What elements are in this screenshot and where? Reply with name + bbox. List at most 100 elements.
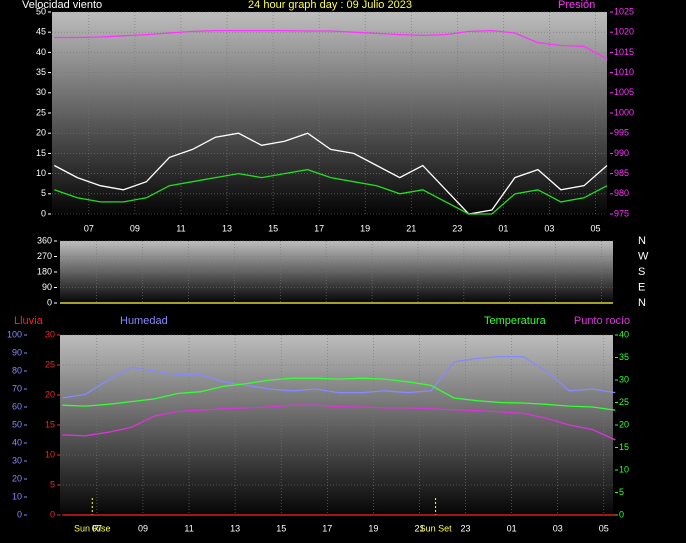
y-tick-label: 0 [50,509,55,519]
y-tick-label: 10 [12,491,22,501]
y-tick-label: 90 [42,282,52,292]
x-tick-label: 15 [268,223,278,233]
y-tick-label: 50 [12,419,22,429]
series-name: Presión [558,0,595,11]
y-tick-label: 1010 [614,67,634,77]
sun-label: Sun Set [420,523,453,533]
series-name: Temperatura [484,315,547,327]
y-tick-label: 40 [36,47,46,57]
x-tick-label: 17 [314,223,324,233]
x-tick-label: 21 [414,523,424,533]
compass-label: N [638,235,646,247]
x-tick-label: 09 [138,523,148,533]
y-tick-label: 50 [36,6,46,16]
series-name: Lluvia [14,315,44,327]
x-tick-label: 11 [176,223,185,233]
y-tick-label: 1000 [614,107,634,117]
series-line [62,404,616,441]
y-tick-label: 985 [614,168,629,178]
axis-title: Velocidad viento [22,0,102,11]
y-tick-label: 995 [614,128,629,138]
y-tick-label: 100 [7,329,22,339]
y-tick-label: 5 [41,188,46,198]
y-tick-label: 30 [45,329,55,339]
y-tick-label: 0 [17,509,22,519]
x-tick-label: 19 [360,223,370,233]
y-tick-label: 80 [12,365,22,375]
y-tick-label: 10 [619,464,629,474]
y-tick-label: 0 [619,509,624,519]
x-tick-label: 09 [130,223,140,233]
y-tick-label: 20 [619,419,629,429]
y-tick-label: 25 [45,359,55,369]
y-tick-label: 45 [36,27,46,37]
y-tick-label: 25 [36,107,46,117]
y-tick-label: 20 [36,128,46,138]
x-tick-label: 05 [599,523,609,533]
y-tick-label: 15 [45,419,55,429]
y-tick-label: 90 [12,347,22,357]
series-line [62,355,616,399]
y-tick-label: 60 [12,401,22,411]
y-tick-label: 180 [37,266,52,276]
compass-label: E [638,281,645,293]
x-tick-label: 01 [498,223,508,233]
x-tick-label: 19 [368,523,378,533]
y-tick-label: 1025 [614,6,634,16]
y-tick-label: 70 [12,383,22,393]
y-tick-label: 1020 [614,27,634,37]
y-tick-label: 30 [12,455,22,465]
y-tick-label: 10 [36,168,46,178]
y-tick-label: 35 [619,352,629,362]
x-tick-label: 01 [507,523,517,533]
series-line [62,377,616,411]
y-tick-label: 35 [36,67,46,77]
y-tick-label: 30 [36,87,46,97]
y-tick-label: 360 [37,235,52,245]
x-tick-label: 11 [184,523,193,533]
y-tick-label: 5 [619,487,624,497]
y-tick-label: 1015 [614,47,634,57]
y-tick-label: 990 [614,148,629,158]
compass-label: S [638,266,645,278]
x-tick-label: 15 [276,523,286,533]
x-tick-label: 03 [553,523,563,533]
y-tick-label: 30 [619,374,629,384]
x-tick-label: 03 [544,223,554,233]
y-tick-label: 1005 [614,87,634,97]
y-tick-label: 25 [619,397,629,407]
series-line [54,29,608,60]
x-tick-label: 23 [461,523,471,533]
y-tick-label: 0 [47,297,52,307]
x-tick-label: 17 [322,523,332,533]
y-tick-label: 5 [50,479,55,489]
x-tick-label: 05 [590,223,600,233]
x-tick-label: 07 [84,223,94,233]
series-line [54,168,608,215]
compass-label: N [638,297,646,309]
x-tick-label: 07 [92,523,102,533]
y-tick-label: 40 [12,437,22,447]
series-name: Humedad [120,315,168,327]
y-tick-label: 15 [619,442,629,452]
y-tick-label: 15 [36,148,46,158]
y-tick-label: 0 [41,208,46,218]
y-tick-label: 20 [45,389,55,399]
y-tick-label: 10 [45,449,55,459]
y-tick-label: 975 [614,208,629,218]
y-tick-label: 270 [37,251,52,261]
series-line [53,132,608,215]
x-tick-label: 23 [452,223,462,233]
y-tick-label: 20 [12,473,22,483]
x-tick-label: 21 [406,223,416,233]
y-tick-label: 40 [619,329,629,339]
chart-title: 24 hour graph day : 09 Julio 2023 [248,0,412,11]
series-name: Punto rocío [574,315,630,327]
sun-label: Sun Rise [74,523,111,533]
x-tick-label: 13 [230,523,240,533]
compass-label: W [638,250,649,262]
y-tick-label: 980 [614,188,629,198]
x-tick-label: 13 [222,223,232,233]
